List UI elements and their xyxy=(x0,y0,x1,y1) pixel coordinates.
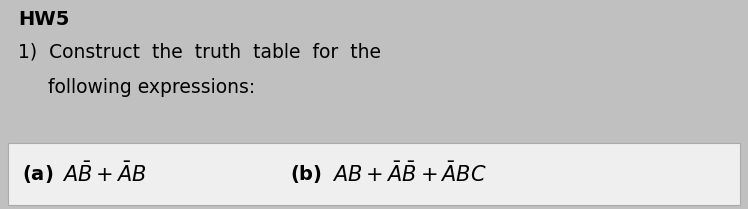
Text: HW5: HW5 xyxy=(18,10,70,29)
Text: $AB + \bar{A}\bar{B} + \bar{A}BC$: $AB + \bar{A}\bar{B} + \bar{A}BC$ xyxy=(332,162,487,186)
Text: 1)  Construct  the  truth  table  for  the: 1) Construct the truth table for the xyxy=(18,42,381,61)
Text: $\mathbf{(a)}$: $\mathbf{(a)}$ xyxy=(22,163,53,185)
Text: $\mathbf{(b)}$: $\mathbf{(b)}$ xyxy=(290,163,322,185)
Text: following expressions:: following expressions: xyxy=(18,78,255,97)
Text: $A\bar{B} + \bar{A}B$: $A\bar{B} + \bar{A}B$ xyxy=(62,162,147,186)
FancyBboxPatch shape xyxy=(8,143,740,205)
